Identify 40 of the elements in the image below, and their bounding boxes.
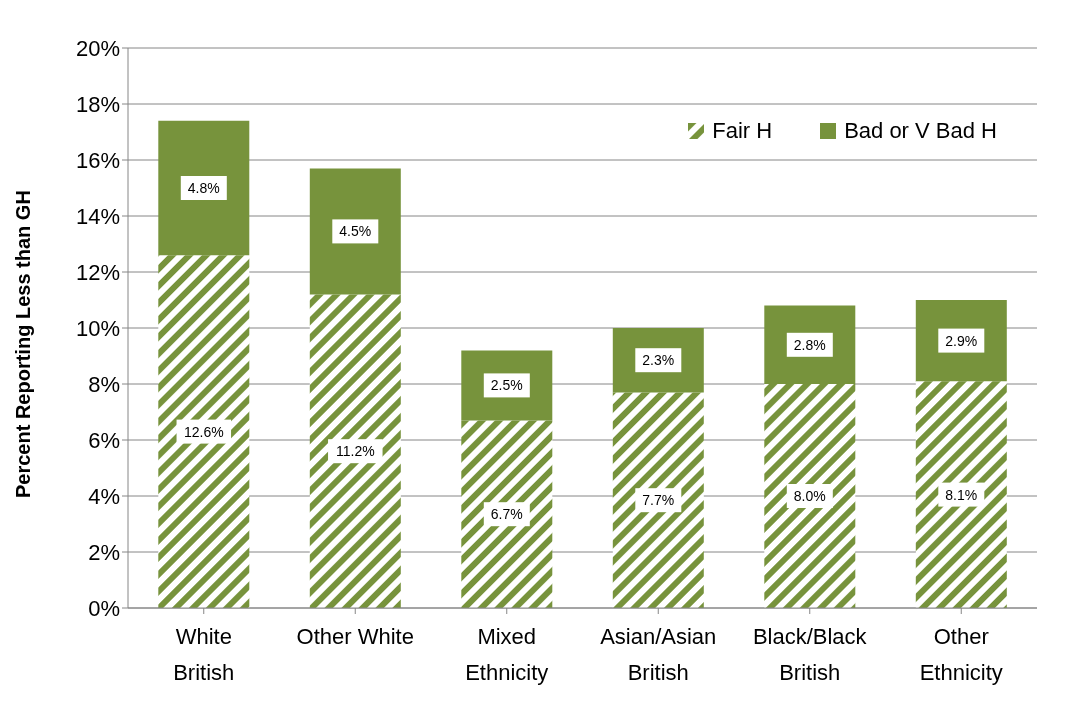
y-axis-title: Percent Reporting Less than GH	[12, 190, 35, 498]
legend-label: Bad or V Bad H	[844, 118, 997, 144]
x-tick-label: Black/Black British	[752, 624, 868, 685]
bar	[612, 392, 704, 608]
x-tick-label: Mixed Ethnicity	[465, 624, 549, 685]
y-tick-label: 14%	[75, 203, 120, 229]
data-label: 7.7%	[642, 492, 675, 509]
data-label: 11.2%	[335, 443, 375, 460]
y-tick-label: 4%	[88, 483, 120, 509]
bar	[309, 168, 401, 295]
x-tick-label: White British	[173, 624, 235, 685]
data-label: 12.6%	[183, 423, 224, 440]
x-tick-label: Asian/Asian British	[600, 624, 717, 685]
bar	[915, 381, 1007, 608]
y-tick-label: 12%	[75, 259, 120, 285]
y-tick-label: 8%	[88, 371, 120, 397]
y-tick-label: 10%	[75, 315, 120, 341]
y-tick-label: 18%	[75, 91, 120, 117]
data-label: 4.5%	[339, 223, 372, 240]
bar	[158, 255, 250, 608]
data-label: 2.8%	[793, 336, 826, 353]
y-tick-label: 20%	[75, 35, 120, 61]
data-label: 2.9%	[945, 332, 978, 349]
y-tick-label: 16%	[75, 147, 120, 173]
y-tick-label: 2%	[88, 539, 120, 565]
bar	[158, 120, 250, 256]
data-label: 4.8%	[187, 180, 220, 196]
legend-label: Fair H	[712, 118, 773, 144]
y-tick-label: 0%	[88, 595, 120, 621]
y-tick-label: 6%	[88, 427, 120, 453]
x-tick-label: Other White	[296, 624, 414, 649]
bar	[309, 294, 401, 608]
bar	[461, 420, 553, 608]
data-label: 2.3%	[642, 352, 675, 369]
data-label: 2.5%	[490, 377, 523, 394]
data-label: 8.0%	[793, 488, 826, 504]
x-tick-label: Other Ethnicity	[919, 624, 1003, 685]
data-label: 8.1%	[945, 486, 978, 503]
bar	[764, 384, 856, 608]
data-label: 6.7%	[490, 506, 523, 523]
